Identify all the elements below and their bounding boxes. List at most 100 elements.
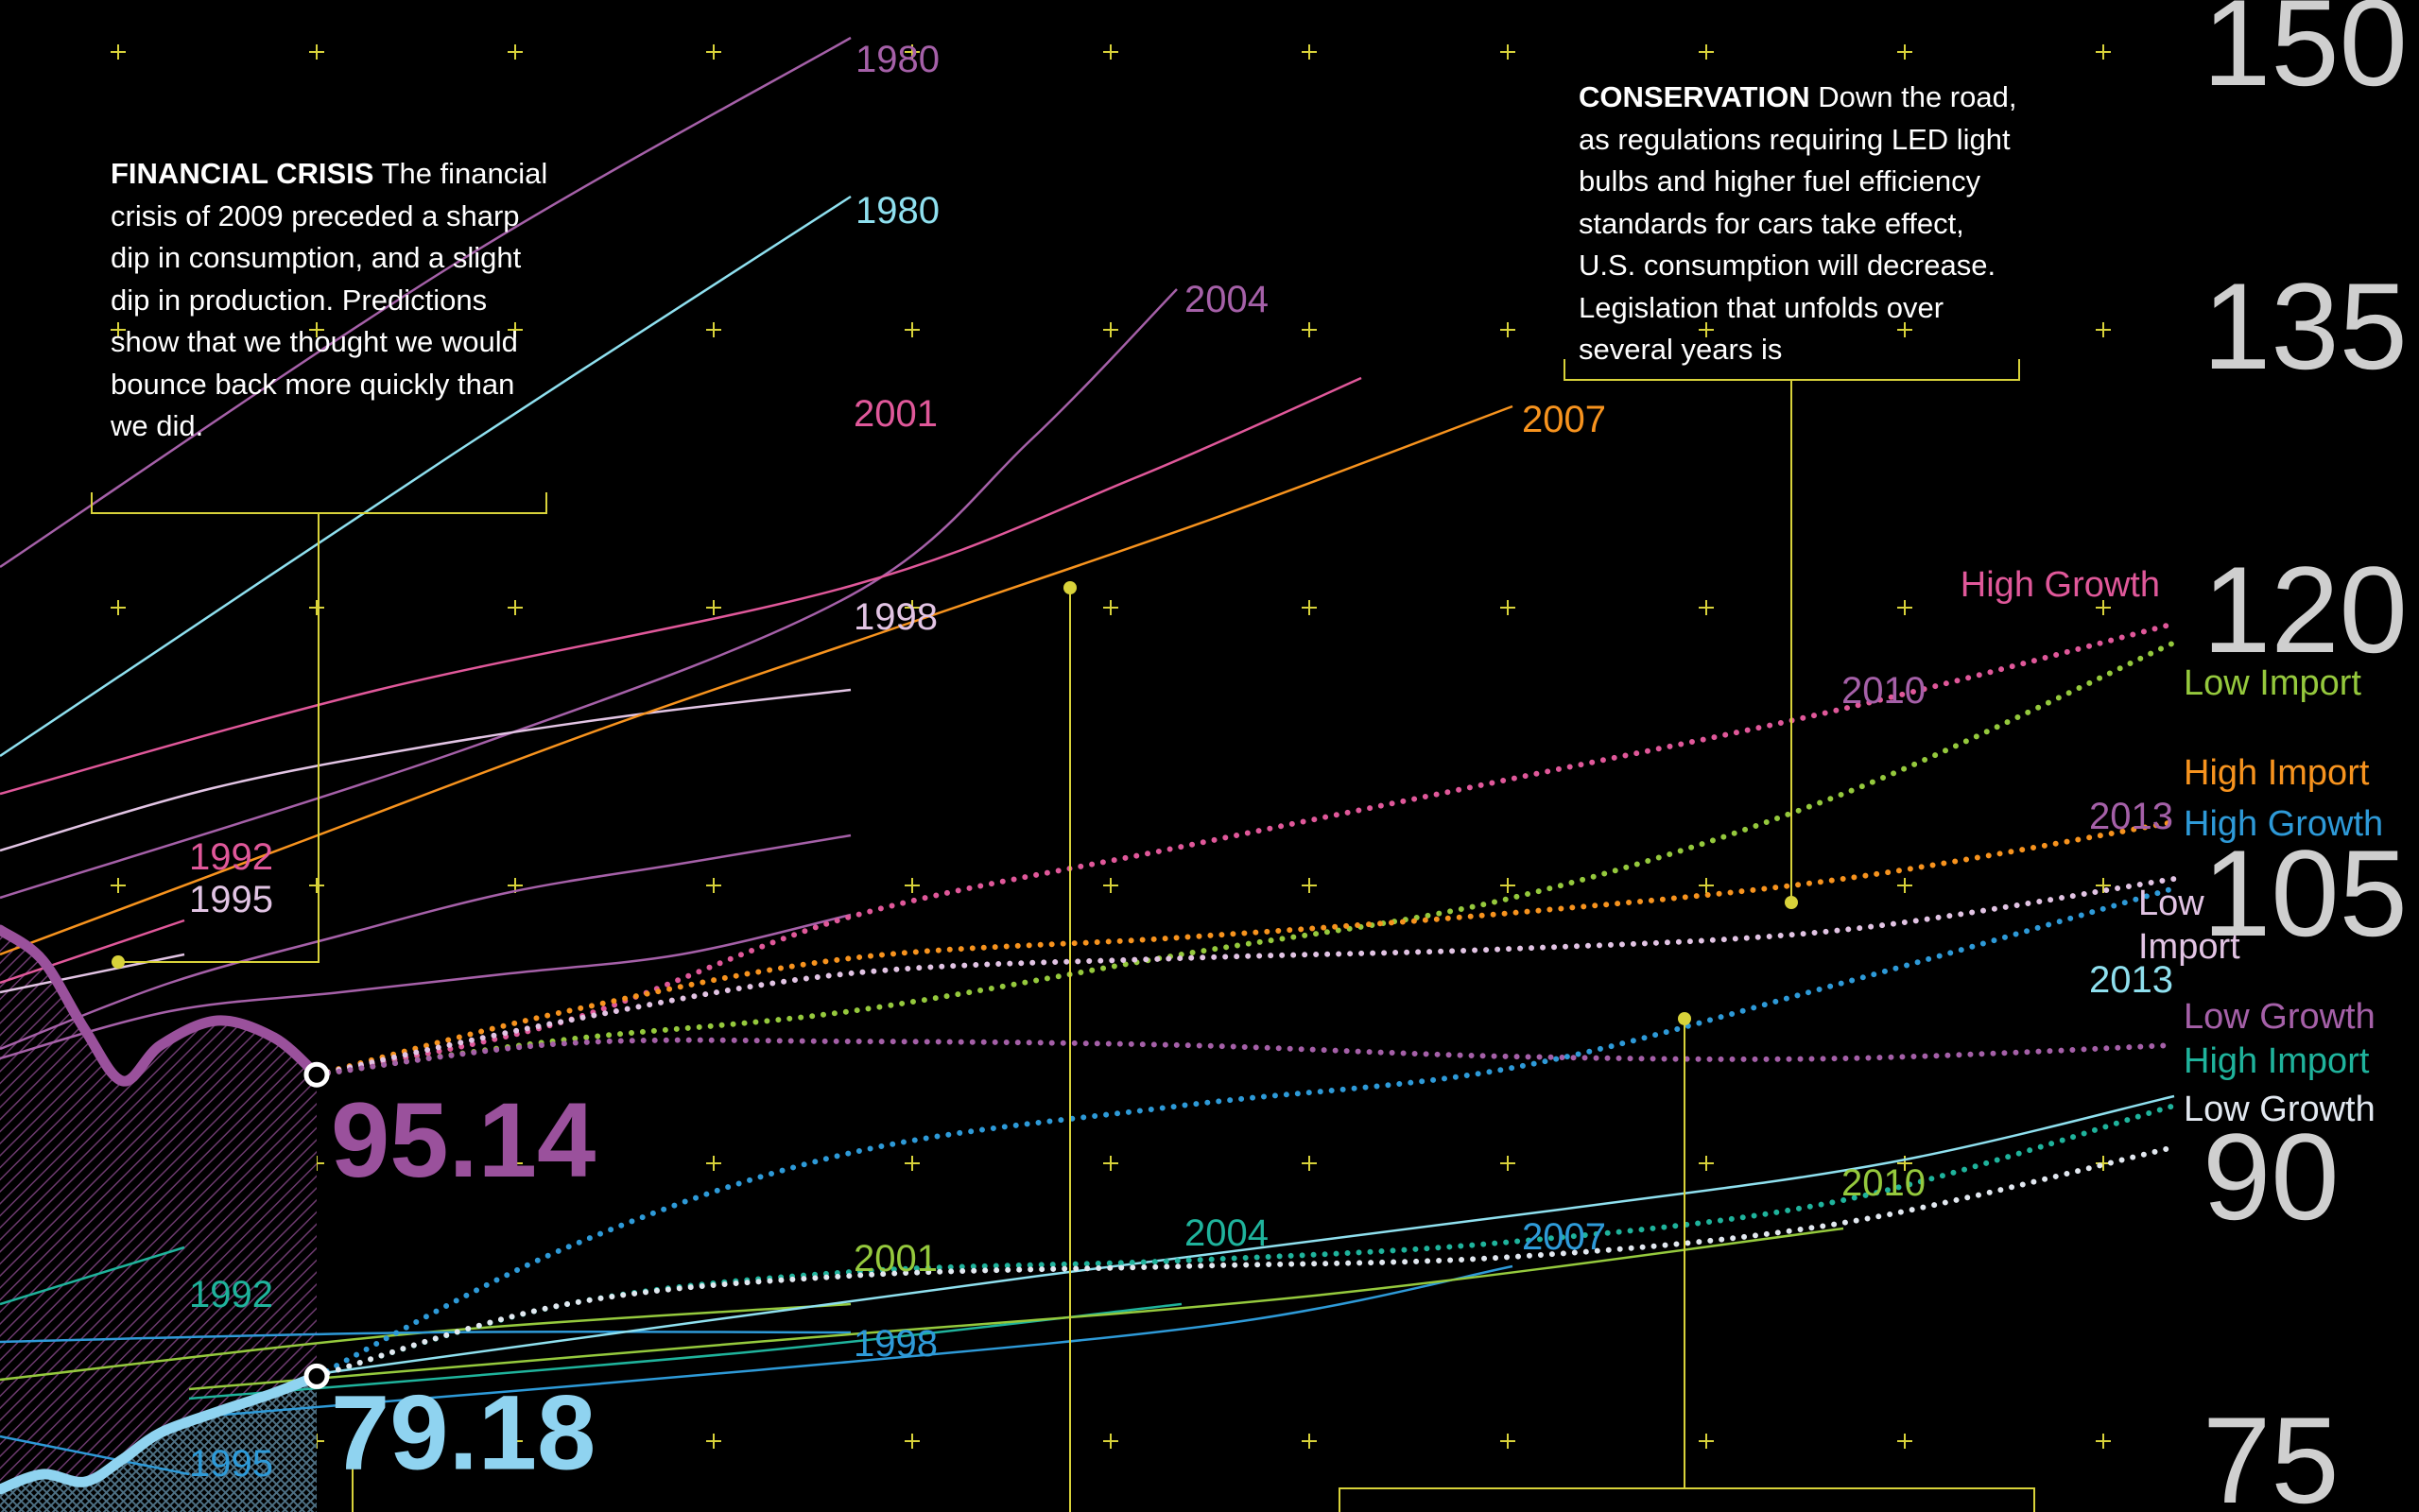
y-tick-label: 105 — [2203, 824, 2408, 962]
scenario-line — [314, 1144, 2177, 1380]
forecast-line-1998 — [0, 1330, 852, 1344]
grid-marker — [706, 1434, 721, 1449]
grid-marker — [1897, 44, 1912, 60]
financial-crisis-annotation: FINANCIAL CRISIS The financial crisis of… — [111, 153, 555, 448]
grid-marker — [1500, 600, 1515, 615]
annotation-dot — [1063, 581, 1077, 594]
grid-marker — [508, 600, 523, 615]
scenario-line — [314, 1037, 2177, 1078]
grid-marker — [2096, 1434, 2111, 1449]
forecast-year-label: 1980 — [855, 39, 940, 80]
forecast-year-label: 1998 — [854, 1323, 938, 1365]
grid-marker — [309, 878, 324, 893]
forecast-line-2007 — [188, 1264, 1513, 1419]
forecast-year-label: 2007 — [1522, 1216, 1606, 1258]
grid-marker — [1103, 322, 1118, 337]
forecast-line-1992 — [0, 1246, 185, 1306]
forecast-line-1980 — [0, 195, 852, 758]
scenario-end-label: High Growth — [1961, 565, 2160, 605]
y-tick-label: 135 — [2203, 257, 2408, 395]
scenario-end-label: High Import — [2184, 753, 2370, 793]
grid-marker — [1302, 878, 1317, 893]
forecast-line-1998 — [0, 688, 852, 852]
grid-marker — [706, 878, 721, 893]
annotation-heading: FINANCIAL CRISIS — [111, 157, 374, 190]
grid-marker — [1897, 322, 1912, 337]
forecast-line-2010 — [0, 833, 852, 1051]
forecast-year-label: 1998 — [854, 596, 938, 638]
grid-marker — [1302, 600, 1317, 615]
grid-marker — [905, 1156, 920, 1171]
grid-marker — [1500, 1434, 1515, 1449]
forecast-year-label: 2004 — [1184, 279, 1269, 320]
forecast-year-label: 1980 — [855, 190, 940, 232]
grid-marker — [1897, 1156, 1912, 1171]
grid-marker — [1699, 1156, 1714, 1171]
y-tick-label: 75 — [2203, 1391, 2340, 1512]
annotation-dot — [1785, 896, 1798, 909]
grid-marker — [1302, 44, 1317, 60]
forecast-line-1995 — [0, 953, 185, 994]
endpoint-value-label: 95.14 — [331, 1081, 596, 1199]
consumption-area — [0, 930, 317, 1512]
scenario-end-label: High Growth — [2184, 804, 2383, 844]
annotation-connector — [91, 492, 547, 514]
forecast-year-label: 1992 — [189, 1274, 273, 1315]
scenario-end-label: Low Import — [2138, 884, 2240, 967]
grid-marker — [309, 322, 324, 337]
grid-marker — [1699, 44, 1714, 60]
grid-marker — [309, 44, 324, 60]
grid-marker — [905, 600, 920, 615]
conservation-annotation: CONSERVATION Down the road, as regulatio… — [1579, 77, 2023, 371]
grid-marker — [111, 322, 126, 337]
grid-marker — [905, 44, 920, 60]
grid-marker — [1103, 1434, 1118, 1449]
grid-marker — [1500, 322, 1515, 337]
endpoint-value-label: 79.18 — [331, 1373, 596, 1491]
scenario-line — [314, 885, 2177, 1380]
forecast-year-label: 1995 — [189, 1443, 273, 1485]
annotation-heading: CONSERVATION — [1579, 80, 1810, 113]
grid-marker — [2096, 44, 2111, 60]
grid-marker — [905, 1434, 920, 1449]
annotation-text: Down the road, as regulations requiring … — [1579, 80, 2017, 366]
forecast-year-label: 2013 — [2089, 796, 2173, 837]
annotation-dot — [1678, 1012, 1691, 1025]
forecast-line-2013 — [316, 1094, 2175, 1376]
grid-marker — [111, 44, 126, 60]
grid-marker — [508, 1434, 523, 1449]
scenario-line — [314, 876, 2177, 1078]
annotation-connector — [1339, 1019, 2035, 1512]
grid-marker — [1103, 1156, 1118, 1171]
grid-marker — [706, 1156, 721, 1171]
forecast-year-label: 2001 — [854, 393, 938, 435]
forecast-year-label: 2007 — [1522, 399, 1606, 440]
grid-marker — [508, 44, 523, 60]
grid-marker — [1699, 322, 1714, 337]
y-tick-label: 120 — [2203, 541, 2408, 679]
forecast-line-2004 — [0, 288, 1178, 900]
grid-marker — [111, 600, 126, 615]
forecast-line-1995 — [0, 1435, 190, 1476]
scenario-line — [314, 621, 2177, 1078]
forecast-line-1992 — [0, 919, 185, 985]
grid-marker — [309, 600, 324, 615]
grid-marker — [1699, 1434, 1714, 1449]
grid-marker — [706, 44, 721, 60]
grid-marker — [905, 878, 920, 893]
grid-marker — [1302, 1156, 1317, 1171]
grid-marker — [1500, 1156, 1515, 1171]
endpoint-marker — [303, 1363, 330, 1389]
annotation-dot — [112, 955, 125, 969]
y-tick-label: 150 — [2203, 0, 2408, 112]
forecast-year-label: 2010 — [1841, 670, 1926, 712]
scenario-end-label: Low Import — [2184, 663, 2361, 703]
forecast-line-2001 — [0, 376, 1362, 796]
grid-marker — [1103, 878, 1118, 893]
forecast-line-1980 — [0, 36, 852, 569]
grid-marker — [111, 878, 126, 893]
forecast-line-2010 — [188, 1227, 1844, 1391]
grid-marker — [1897, 1434, 1912, 1449]
grid-marker — [2096, 600, 2111, 615]
annotation-connector — [118, 513, 320, 963]
